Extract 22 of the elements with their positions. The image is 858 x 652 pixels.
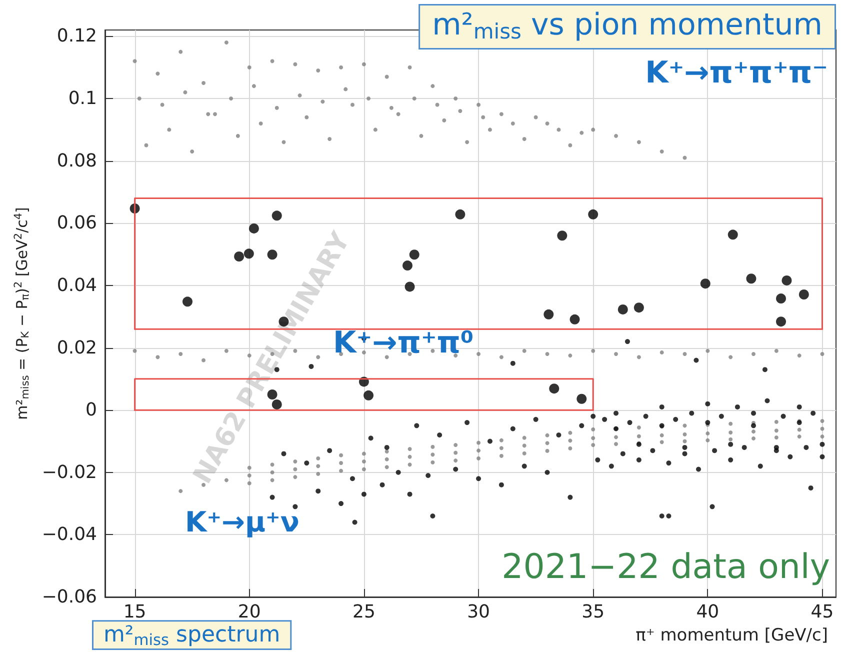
annotation: K⁺→π⁺π⁺π⁻ — [645, 56, 828, 90]
y-tick-label: −0.02 — [42, 462, 97, 483]
x-tick-label: 20 — [238, 602, 261, 622]
y-tick-label: −0.06 — [42, 586, 97, 608]
annotation: 2021−22 data only — [502, 547, 830, 587]
x-axis-title: π⁺ momentum [GeV/c] — [636, 626, 828, 646]
x-tick-label: 40 — [696, 602, 720, 622]
x-tick-label: 30 — [467, 602, 490, 622]
y-tick-label: −0.04 — [42, 524, 97, 546]
y-tick-label: 0.06 — [56, 212, 97, 234]
text: m²miss = (PK − Pπ)2 [GeV2/c4] — [12, 207, 32, 420]
y-tick-label: 0.1 — [68, 88, 97, 110]
y-tick-label: 0.04 — [56, 274, 97, 296]
x-tick-label: 25 — [352, 602, 376, 622]
y-tick-label: 0.02 — [56, 337, 97, 358]
annotation: K⁺→μ⁺ν — [185, 506, 300, 538]
x-tick-label: 45 — [810, 602, 834, 622]
y-tick-label: 0.08 — [56, 150, 97, 172]
x-tick-label: 35 — [582, 602, 605, 622]
x-tick-label: 15 — [123, 602, 146, 622]
y-tick-label: 0.12 — [56, 26, 97, 47]
y-tick-label: 0 — [86, 400, 97, 421]
